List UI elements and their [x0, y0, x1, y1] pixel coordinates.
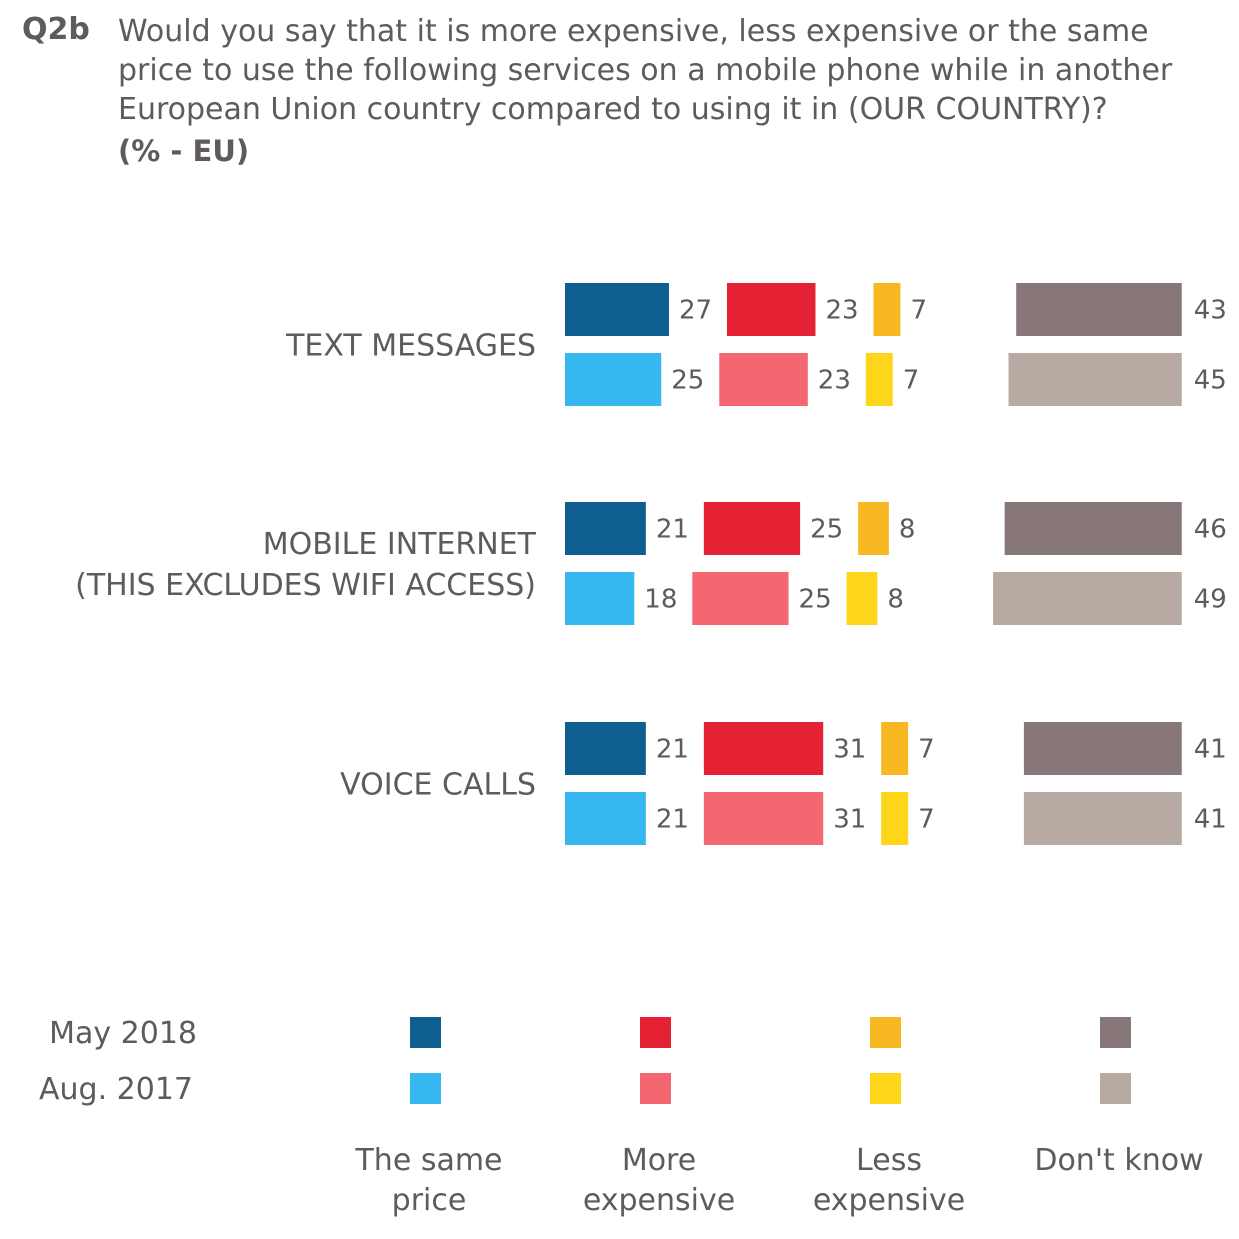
bar [565, 572, 635, 625]
bar [703, 792, 824, 845]
legend-swatch [1100, 1017, 1131, 1048]
bar [703, 502, 801, 555]
legend-swatch [640, 1073, 671, 1104]
legend-answer-label: price [392, 1183, 467, 1218]
bar [565, 283, 669, 336]
legend-swatch [870, 1073, 901, 1104]
value-label: 25 [799, 585, 832, 615]
bar [565, 353, 662, 406]
category-label: VOICE CALLS [340, 768, 536, 803]
value-label: 45 [1194, 366, 1227, 396]
value-label: 7 [910, 296, 927, 326]
bar [846, 572, 878, 625]
bar [873, 283, 901, 336]
bar [565, 722, 646, 775]
bar [692, 572, 789, 625]
bar [726, 283, 816, 336]
legend-swatch [640, 1017, 671, 1048]
bar [993, 572, 1182, 625]
value-label: 46 [1194, 515, 1227, 545]
value-label: 21 [656, 515, 689, 545]
legend-swatch [410, 1017, 441, 1048]
bar [1023, 722, 1182, 775]
legend-wave-label: May 2018 [49, 1016, 197, 1051]
value-label: 8 [887, 585, 904, 615]
value-label: 31 [833, 805, 866, 835]
value-label: 43 [1194, 296, 1227, 326]
chart-subtitle: (% - EU) [118, 134, 250, 168]
value-label: 41 [1194, 805, 1227, 835]
value-label: 7 [918, 805, 935, 835]
legend-wave-label: Aug. 2017 [39, 1072, 193, 1107]
value-label: 18 [644, 585, 677, 615]
bar [1016, 283, 1182, 336]
category-label: (THIS EXCLUDES WIFI ACCESS) [75, 568, 536, 603]
value-label: 23 [818, 366, 851, 396]
question-text: Would you say that it is more expensive,… [118, 14, 1173, 127]
value-label: 21 [656, 805, 689, 835]
value-label: 21 [656, 735, 689, 765]
question-code: Q2b [22, 12, 90, 47]
value-label: 27 [679, 296, 712, 326]
value-label: 23 [826, 296, 859, 326]
bar [703, 722, 824, 775]
legend-swatch [870, 1017, 901, 1048]
value-label: 7 [918, 735, 935, 765]
bar [881, 722, 909, 775]
bar [1023, 792, 1182, 845]
bar [565, 502, 646, 555]
category-label: TEXT MESSAGES [285, 329, 536, 364]
value-label: 7 [903, 366, 920, 396]
legend-swatch [410, 1073, 441, 1104]
bar [565, 792, 646, 845]
legend-answer-label: expensive [583, 1183, 735, 1218]
category-label: MOBILE INTERNET [263, 527, 537, 562]
value-label: 41 [1194, 735, 1227, 765]
value-label: 25 [810, 515, 843, 545]
legend-swatch [1100, 1073, 1131, 1104]
bar [719, 353, 808, 406]
bar [1004, 502, 1182, 555]
value-label: 31 [833, 735, 866, 765]
bar [865, 353, 893, 406]
value-label: 49 [1194, 585, 1227, 615]
legend-answer-label: expensive [813, 1183, 965, 1218]
bar [1008, 353, 1182, 406]
legend-answer-label: Less [856, 1143, 922, 1178]
legend-answer-label: Don't know [1034, 1143, 1203, 1178]
value-label: 8 [899, 515, 916, 545]
bar [858, 502, 889, 555]
value-label: 25 [671, 366, 704, 396]
legend-answer-label: The same [354, 1143, 502, 1178]
bar [881, 792, 909, 845]
legend-answer-label: More [622, 1143, 696, 1178]
